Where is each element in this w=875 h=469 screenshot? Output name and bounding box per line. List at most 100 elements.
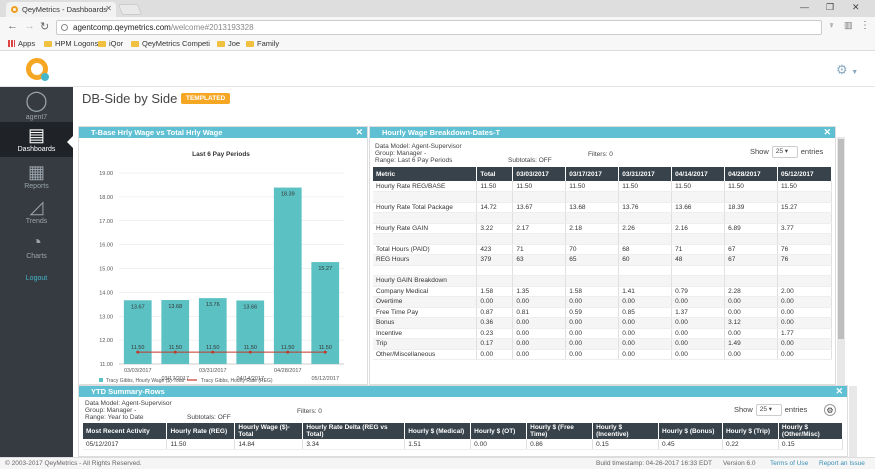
bar-total[interactable] (311, 262, 340, 364)
table-cell: 0.00 (512, 349, 567, 360)
new-tab-button[interactable] (117, 4, 143, 15)
user-avatar-icon: ◯ (25, 90, 48, 112)
qeymetrics-logo[interactable] (26, 58, 49, 81)
table-row: Hourly Rate GAIN 3.22 2.17 2.18 2.26 2.16 6.89… (373, 223, 832, 234)
tab-title: QeyMetrics - Dashboards (22, 5, 108, 14)
settings-gear-icon[interactable]: ⚙ ▼ (836, 62, 859, 77)
breakdown-scrollbar[interactable] (837, 137, 845, 385)
column-header[interactable]: Hourly $ (Bonus) (658, 423, 723, 439)
table-cell: 71 (512, 244, 567, 255)
bookmark-apps[interactable]: Apps (8, 39, 35, 48)
reload-icon[interactable]: ↻ (40, 21, 50, 33)
sidebar-item-charts[interactable]: ◔ Charts (0, 233, 73, 263)
user-name: agent7 (25, 114, 48, 121)
reg-rate-point[interactable] (286, 350, 290, 354)
table-cell (476, 275, 514, 287)
table-cell: 0.00 (476, 296, 514, 308)
bar-total[interactable] (273, 187, 302, 364)
close-window-icon[interactable]: ✕ (852, 2, 860, 12)
legend-total[interactable]: Tracy Gibbs, Hourly Wage ($)-Total (106, 378, 184, 384)
page-scrollbar[interactable] (849, 386, 857, 457)
table-row: Free Time Pay 0.87 0.81 0.59 0.85 1.37 0.00 0.0… (373, 307, 832, 318)
table-cell: Hourly Rate REG/BASE (373, 181, 478, 192)
column-header[interactable]: 05/12/2017 (777, 167, 832, 181)
table-cell: 0.00 (618, 317, 673, 329)
table-cell (618, 233, 673, 245)
scrollbar-thumb[interactable] (838, 139, 844, 339)
ytd-subtotals: Subtotals: OFF (187, 414, 231, 421)
column-header[interactable]: Hourly $ (Incentive) (592, 423, 660, 439)
x-tick-label: 04/28/2017 (274, 368, 302, 374)
column-header[interactable]: Metric (373, 167, 478, 181)
line-value-label: 11.50 (244, 345, 257, 351)
column-header[interactable]: Hourly $ (Trip) (722, 423, 779, 439)
column-header[interactable]: Hourly $ (Other/Misc) (778, 423, 844, 439)
column-header[interactable]: Hourly Rate Delta (REG vs Total) (302, 423, 406, 439)
column-header[interactable]: Total (476, 167, 514, 181)
report-issue-link[interactable]: Report an Issue (819, 460, 865, 467)
column-header[interactable]: Hourly Rate (REG) (166, 423, 236, 439)
terms-link[interactable]: Terms of Use (770, 460, 809, 467)
column-header[interactable]: 04/28/2017 (724, 167, 779, 181)
bookmark-hpm-logons[interactable]: HPM Logons (44, 39, 98, 48)
legend-reg[interactable]: Tracy Gibbs, Hourly Rate (REG) (201, 378, 273, 384)
user-profile[interactable]: ◯ agent7 (0, 90, 73, 124)
column-header[interactable]: 03/31/2017 (618, 167, 673, 181)
back-icon[interactable]: ← (7, 20, 18, 32)
reg-rate-point[interactable] (136, 350, 140, 354)
ytd-settings-icon[interactable]: ⚙ (824, 404, 836, 416)
table-row: Overtime 0.00 0.00 0.00 0.00 0.00 0.00 0.00 (373, 296, 832, 308)
table-cell: 3.77 (777, 223, 832, 234)
bookmark-star-icon[interactable]: ▥ (844, 20, 853, 30)
y-tick-label: 12.00 (99, 338, 113, 344)
close-panel-icon[interactable]: ✕ (823, 127, 831, 137)
table-cell: 423 (476, 244, 514, 255)
column-header[interactable]: 03/03/2017 (512, 167, 567, 181)
sidebar-item-trends[interactable]: ◿ Trends (0, 198, 73, 228)
table-cell: 0.00 (777, 296, 832, 308)
url-input[interactable]: agentcomp.qeymetrics.com/welcome#2013193… (56, 20, 822, 35)
column-header[interactable]: Hourly $ (Medical) (404, 423, 472, 439)
column-header[interactable]: 04/14/2017 (671, 167, 726, 181)
minimize-icon[interactable]: — (800, 2, 809, 12)
ytd-panel: YTD Summary-Rows ✕ Data Model: Agent-Sup… (78, 385, 848, 457)
table-cell: 13.66 (671, 202, 726, 213)
column-header[interactable]: 03/17/2017 (565, 167, 620, 181)
bookmark-iqor[interactable]: iQor (98, 39, 123, 48)
chart-bars: 13.67 11.50 13.68 11.50 13.76 11.50 13.66 11.50… (123, 187, 340, 364)
table-cell: 0.00 (565, 317, 620, 329)
close-tab-icon[interactable]: ✕ (105, 4, 112, 13)
close-panel-icon[interactable]: ✕ (355, 127, 363, 137)
table-row: Total Hours (PAID) 423 71 70 68 71 67 76 (373, 244, 832, 255)
column-header[interactable]: Hourly Wage ($)-Total (234, 423, 304, 439)
bookmark-joe[interactable]: Joe (217, 39, 240, 48)
forward-icon[interactable]: → (24, 20, 35, 32)
close-panel-icon[interactable]: ✕ (835, 386, 843, 396)
table-cell: 0.00 (512, 317, 567, 329)
entries-select[interactable]: 25 ▾ (755, 404, 782, 416)
table-cell: 0.00 (618, 349, 673, 360)
reg-rate-point[interactable] (323, 350, 327, 354)
extension-icon[interactable]: ♆ (828, 20, 835, 30)
bookmark-qeymetrics[interactable]: QeyMetrics Competi (131, 39, 210, 48)
sidebar-item-reports[interactable]: ▦ Reports (0, 163, 73, 193)
table-cell: REG Hours (373, 254, 478, 266)
reg-rate-point[interactable] (173, 350, 177, 354)
browser-tab[interactable]: QeyMetrics - Dashboards ✕ (6, 2, 116, 17)
logout-link[interactable]: Logout (25, 275, 48, 282)
table-cell (565, 265, 620, 276)
bookmark-family[interactable]: Family (246, 39, 279, 48)
table-cell: 0.00 (565, 296, 620, 308)
bar-value-label: 18.39 (281, 192, 295, 198)
column-header[interactable]: Most Recent Activity (83, 423, 168, 439)
menu-icon[interactable]: ⋮ (860, 20, 870, 31)
column-header[interactable]: Hourly $ (Free Time) (526, 423, 594, 439)
maximize-icon[interactable]: ❐ (826, 2, 835, 12)
reg-rate-point[interactable] (211, 350, 215, 354)
table-cell (476, 212, 514, 224)
column-header[interactable]: Hourly $ (OT) (470, 423, 528, 439)
table-cell: 76 (777, 254, 832, 266)
reg-rate-point[interactable] (248, 350, 252, 354)
entries-select[interactable]: 25 ▾ (771, 146, 798, 158)
sidebar-item-dashboards[interactable]: ▤ Dashboards (0, 122, 73, 157)
